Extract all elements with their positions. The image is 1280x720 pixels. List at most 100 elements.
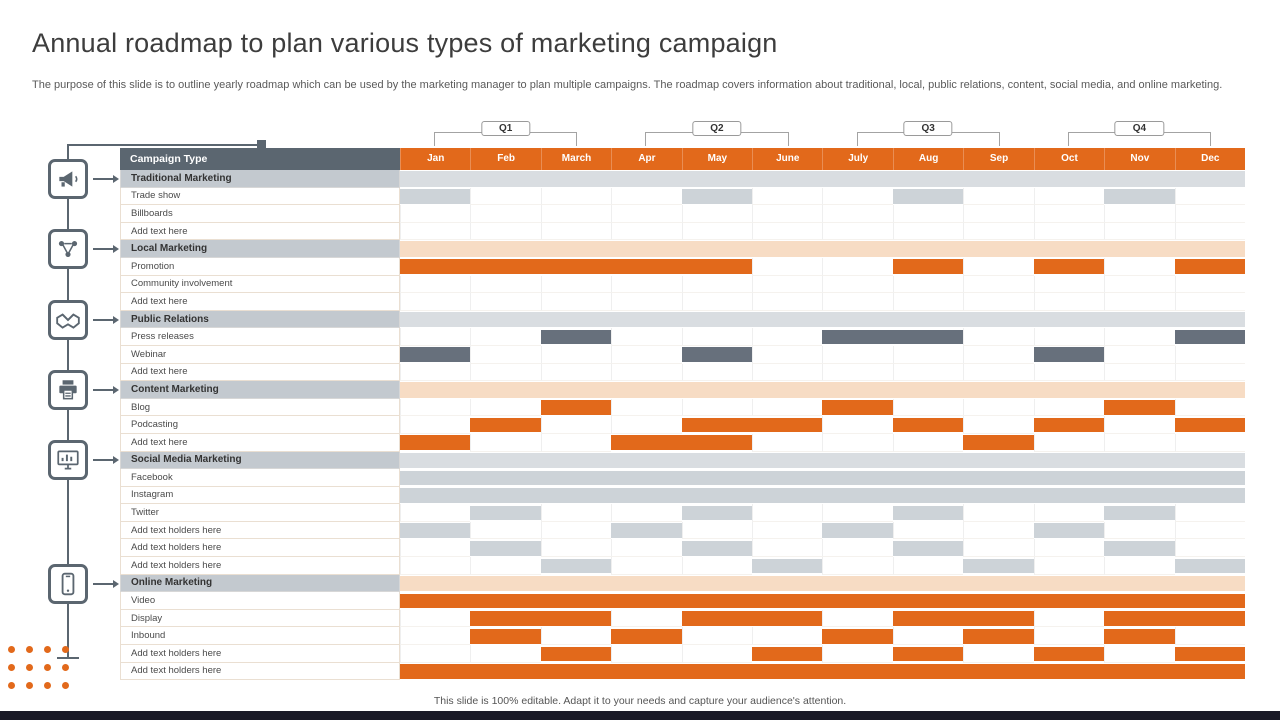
gantt-cell [822, 205, 893, 223]
footer-note: This slide is 100% editable. Adapt it to… [433, 695, 847, 707]
gantt-cell [822, 257, 893, 276]
gantt-cell [892, 646, 964, 662]
gantt-cell [963, 345, 1034, 364]
gantt-cell [822, 416, 893, 434]
gantt-cell [470, 628, 541, 644]
gantt-cell [822, 645, 893, 663]
gantt-cell [752, 398, 823, 417]
gantt-cell [1174, 504, 1245, 522]
gantt-cell [681, 189, 753, 204]
gantt-cell [470, 293, 541, 311]
gantt-cell [963, 664, 1034, 679]
quarter-badge: Q4 [1114, 121, 1165, 136]
gantt-cell [1174, 417, 1245, 433]
table-row: Add text here [120, 433, 1245, 452]
gantt-cell [1033, 347, 1105, 363]
gantt-cell [540, 363, 612, 382]
gantt-cell [963, 363, 1034, 382]
gantt-cell [752, 646, 823, 662]
gantt-cell [1104, 593, 1175, 609]
section-fill [400, 311, 1245, 328]
gantt-cell [963, 470, 1034, 486]
table-row: Facebook [120, 469, 1245, 487]
gantt-cell [470, 470, 541, 486]
gantt-cell [470, 259, 541, 275]
placeholder-label[interactable]: Add text holders here [120, 539, 400, 558]
table-row: Add text here [120, 363, 1245, 382]
dot [62, 664, 69, 671]
gantt-cell [963, 398, 1034, 417]
gantt-cell [963, 275, 1034, 294]
gantt-cell [752, 611, 823, 626]
gantt-cell [752, 504, 823, 522]
gantt-cell [400, 435, 471, 450]
connector-arrow [93, 245, 119, 253]
dot [44, 646, 51, 653]
row-label: Community involvement [120, 275, 400, 294]
gantt-cell [681, 259, 753, 275]
gantt-cell [752, 328, 823, 346]
table-body: Traditional Marketing Trade show Billboard… [120, 170, 1245, 681]
gantt-cell [470, 433, 541, 452]
gantt-cell [752, 275, 823, 294]
gantt-cell [470, 540, 541, 556]
table-row: Instagram [120, 486, 1245, 505]
row-label: Twitter [120, 504, 400, 522]
month-header-cell: Jan [400, 148, 471, 170]
gantt-cell [540, 664, 612, 679]
gantt-cell [1104, 222, 1175, 241]
gantt-cell [611, 222, 682, 241]
gantt-cell [1174, 627, 1245, 646]
table-row: Add text holders here [120, 645, 1245, 663]
table-row: Community involvement [120, 275, 1245, 294]
gantt-cell [1174, 222, 1245, 241]
placeholder-label[interactable]: Add text holders here [120, 662, 400, 681]
placeholder-label[interactable]: Add text holders here [120, 521, 400, 540]
table-row: Traditional Marketing [120, 170, 1245, 188]
gantt-cell [1033, 328, 1105, 346]
gantt-cell [400, 259, 471, 275]
gantt-cell [963, 205, 1034, 223]
table-row: Content Marketing [120, 381, 1245, 399]
placeholder-label[interactable]: Add text holders here [120, 645, 400, 663]
handshake-icon [48, 300, 88, 340]
month-header-cell: July [822, 148, 893, 170]
gantt-cell [963, 328, 1034, 346]
table-row: Inbound [120, 627, 1245, 646]
gantt-cell [400, 609, 471, 628]
gantt-cell [892, 222, 964, 241]
month-header-cell: May [681, 148, 753, 170]
gantt-cell [1104, 628, 1175, 644]
gantt-cell [681, 293, 753, 311]
dot [26, 682, 33, 689]
placeholder-label[interactable]: Add text here [120, 293, 400, 311]
placeholder-label[interactable]: Add text here [120, 363, 400, 382]
rail-horizontal-line [67, 144, 259, 146]
gantt-cell [400, 347, 471, 363]
gantt-cell [400, 488, 471, 503]
gantt-cell [540, 293, 612, 311]
gantt-cell [611, 187, 682, 206]
gantt-cell [470, 222, 541, 241]
gantt-cell [1174, 558, 1245, 574]
gantt-cell [1104, 205, 1175, 223]
gantt-cell [1174, 664, 1245, 679]
placeholder-label[interactable]: Add text holders here [120, 557, 400, 575]
gantt-cell [611, 504, 682, 522]
gantt-cell [681, 540, 753, 556]
gantt-cell [540, 275, 612, 294]
gantt-cell [892, 505, 964, 521]
table-row: Press releases [120, 328, 1245, 346]
gantt-cell [681, 328, 753, 346]
gantt-cell [470, 521, 541, 540]
gantt-cell [470, 398, 541, 417]
gantt-cell [1033, 627, 1105, 646]
gantt-cell [963, 187, 1034, 206]
placeholder-label[interactable]: Add text here [120, 433, 400, 452]
placeholder-label[interactable]: Add text here [120, 222, 400, 241]
gantt-cell [1033, 222, 1105, 241]
gantt-cell [681, 470, 753, 486]
gantt-cell [963, 504, 1034, 522]
gantt-cell [892, 329, 964, 345]
table-row: Promotion [120, 257, 1245, 276]
